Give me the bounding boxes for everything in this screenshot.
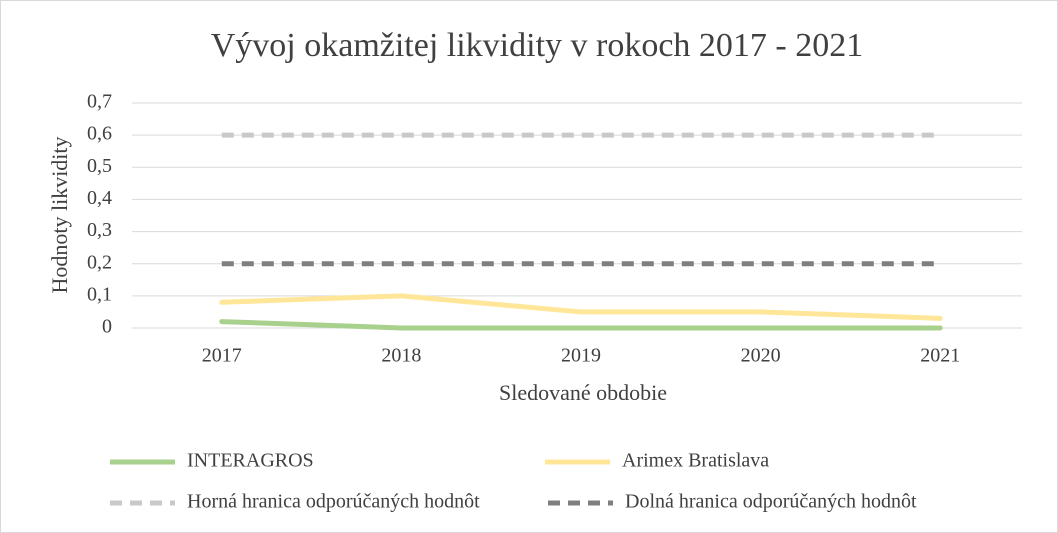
legend-label: INTERAGROS [187,450,314,472]
x-tick-label: 2017 [202,345,242,367]
x-tick-label: 2020 [741,345,781,367]
y-tick-label: 0,3 [87,219,112,241]
legend-label: Horná hranica odporúčaných hodnôt [187,491,480,513]
series-line [219,293,943,321]
x-axis-title: Sledované obdobie [499,380,667,405]
x-tick-label: 2018 [381,345,421,367]
y-tick-label: 0,2 [87,251,112,273]
x-tick-label: 2019 [561,345,601,367]
legend-label: Arimex Bratislava [622,450,769,472]
legend-label: Dolná hranica odporúčaných hodnôt [625,491,917,513]
y-tick-label: 0,5 [87,155,112,177]
x-tick-label: 2021 [920,345,960,367]
y-tick-label: 0 [102,316,112,338]
series-line [219,319,943,331]
chart-title: Vývoj okamžitej likvidity v rokoch 2017 … [211,27,864,64]
y-tick-label: 0,1 [87,283,112,305]
y-tick-label: 0,7 [87,91,112,113]
y-tick-label: 0,4 [87,187,112,209]
y-axis-title: Hodnoty likvidity [47,136,72,293]
y-tick-label: 0,6 [87,123,112,145]
